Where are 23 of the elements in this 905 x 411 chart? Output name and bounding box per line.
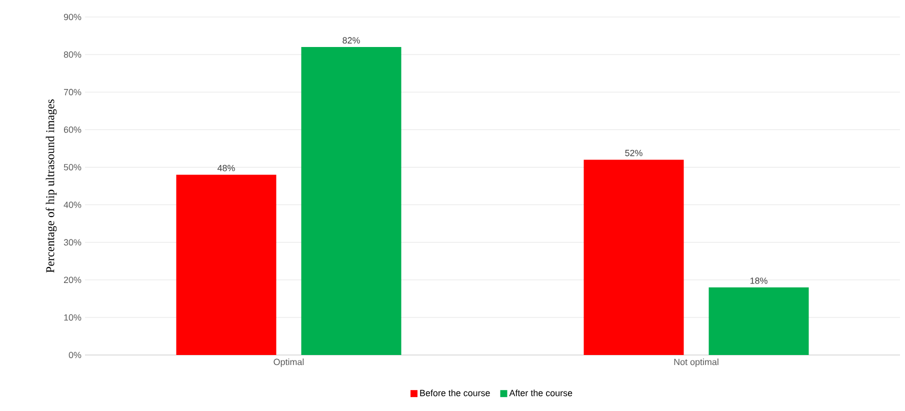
y-tick-label: 20% — [64, 276, 82, 284]
x-tick-label: Optimal — [274, 358, 304, 367]
y-tick-label: 60% — [64, 126, 82, 133]
data-label: 52% — [625, 150, 642, 156]
y-axis-title: Percentage of hip ultrasound images — [46, 99, 57, 273]
y-tick-label: 70% — [64, 88, 82, 96]
data-label: 48% — [217, 164, 235, 172]
y-tick-label: 10% — [64, 314, 82, 321]
y-tick-label: 0% — [68, 352, 82, 358]
y-tick-label: 80% — [64, 51, 82, 58]
legend-label: After the course — [509, 390, 572, 396]
bar — [708, 287, 809, 355]
data-label: 18% — [750, 278, 768, 284]
bar — [176, 174, 276, 355]
y-tick-label: 30% — [64, 239, 82, 246]
bar — [301, 47, 402, 355]
x-tick-label: Not optimal — [674, 358, 718, 367]
y-tick-label: 90% — [64, 14, 82, 20]
bar — [584, 160, 684, 355]
y-tick-label: 50% — [64, 164, 82, 170]
data-label: 82% — [342, 37, 360, 44]
legend-label: Before the course — [420, 390, 490, 396]
y-tick-label: 40% — [64, 202, 82, 208]
